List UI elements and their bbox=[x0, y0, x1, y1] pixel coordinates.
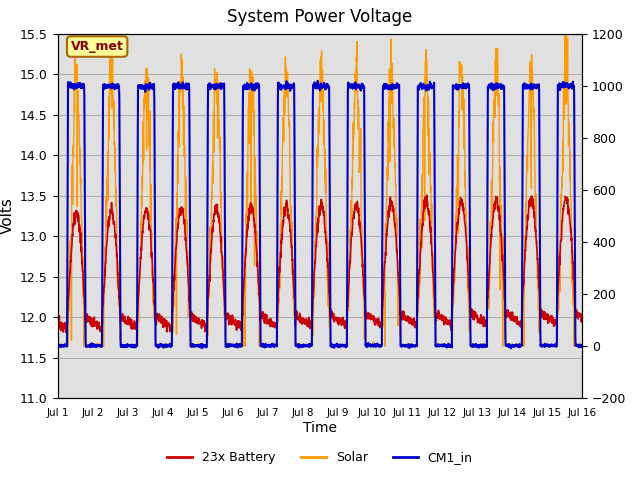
CM1_in bbox=[347, 83, 355, 88]
CM1_in bbox=[200, 343, 208, 348]
Solar bbox=[579, 341, 586, 347]
23x Battery bbox=[579, 318, 586, 324]
Solar bbox=[563, 16, 570, 22]
CM1_in bbox=[547, 343, 555, 348]
Solar bbox=[472, 343, 480, 348]
CM1_in bbox=[335, 343, 343, 349]
23x Battery bbox=[347, 252, 355, 258]
X-axis label: Time: Time bbox=[303, 421, 337, 435]
Legend: 23x Battery, Solar, CM1_in: 23x Battery, Solar, CM1_in bbox=[163, 446, 477, 469]
Y-axis label: Volts: Volts bbox=[0, 198, 15, 234]
23x Battery bbox=[98, 330, 106, 336]
CM1_in bbox=[472, 342, 480, 348]
23x Battery bbox=[547, 315, 555, 321]
Text: VR_met: VR_met bbox=[70, 40, 124, 53]
Solar bbox=[346, 227, 354, 233]
Solar bbox=[335, 343, 342, 349]
Line: CM1_in: CM1_in bbox=[58, 81, 582, 348]
23x Battery bbox=[54, 318, 61, 324]
CM1_in bbox=[314, 78, 321, 84]
CM1_in bbox=[507, 346, 515, 351]
Solar bbox=[200, 342, 208, 348]
Line: 23x Battery: 23x Battery bbox=[58, 195, 582, 333]
CM1_in bbox=[579, 343, 586, 348]
23x Battery bbox=[532, 241, 540, 247]
23x Battery bbox=[473, 313, 481, 319]
Solar bbox=[547, 343, 554, 349]
CM1_in bbox=[532, 85, 540, 91]
CM1_in bbox=[54, 343, 61, 349]
Solar bbox=[54, 343, 61, 349]
Title: System Power Voltage: System Power Voltage bbox=[227, 9, 413, 26]
23x Battery bbox=[423, 192, 431, 198]
23x Battery bbox=[200, 321, 208, 327]
Solar bbox=[532, 192, 540, 197]
23x Battery bbox=[335, 315, 343, 321]
Line: Solar: Solar bbox=[58, 19, 582, 346]
